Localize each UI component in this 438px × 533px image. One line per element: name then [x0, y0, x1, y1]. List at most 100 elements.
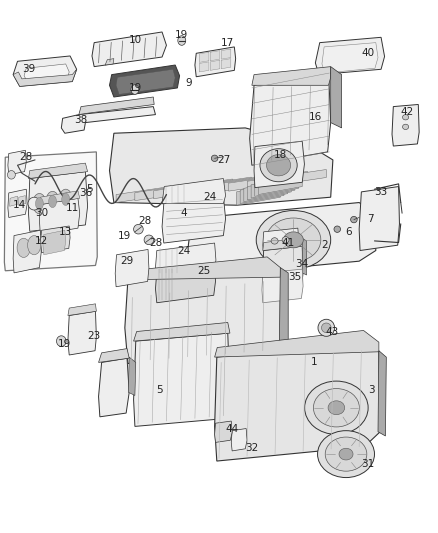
Text: 1: 1	[311, 358, 318, 367]
Polygon shape	[116, 183, 195, 203]
Polygon shape	[331, 67, 342, 128]
Polygon shape	[229, 172, 307, 191]
Polygon shape	[13, 230, 41, 273]
Polygon shape	[191, 175, 270, 195]
Ellipse shape	[178, 36, 186, 45]
Polygon shape	[125, 266, 280, 364]
Text: 43: 43	[325, 327, 339, 336]
Polygon shape	[244, 180, 288, 201]
Ellipse shape	[28, 197, 40, 210]
Polygon shape	[322, 43, 378, 73]
Polygon shape	[68, 304, 96, 316]
Text: 3: 3	[368, 385, 375, 395]
Text: 29: 29	[120, 256, 134, 266]
Text: 6: 6	[345, 227, 352, 237]
Polygon shape	[8, 189, 27, 217]
Polygon shape	[255, 175, 299, 196]
Ellipse shape	[260, 149, 297, 182]
Ellipse shape	[334, 226, 341, 232]
Text: 23: 23	[88, 331, 101, 341]
Polygon shape	[125, 257, 280, 280]
Polygon shape	[92, 32, 166, 67]
Polygon shape	[210, 173, 289, 193]
Text: 19: 19	[58, 339, 71, 349]
Polygon shape	[134, 322, 230, 341]
Polygon shape	[392, 104, 419, 146]
Ellipse shape	[339, 448, 353, 460]
Text: 44: 44	[226, 424, 239, 434]
Text: 25: 25	[197, 266, 210, 276]
Text: 38: 38	[74, 115, 88, 125]
Polygon shape	[279, 268, 288, 346]
Polygon shape	[210, 51, 220, 61]
Ellipse shape	[28, 236, 41, 255]
Polygon shape	[262, 269, 303, 303]
Ellipse shape	[284, 232, 304, 248]
Polygon shape	[252, 67, 331, 85]
Ellipse shape	[321, 323, 331, 333]
Polygon shape	[68, 311, 96, 355]
Text: 16: 16	[309, 112, 322, 122]
Polygon shape	[231, 429, 247, 451]
Polygon shape	[4, 152, 97, 271]
Polygon shape	[221, 59, 231, 69]
Polygon shape	[105, 59, 114, 65]
Text: 40: 40	[361, 49, 374, 58]
Ellipse shape	[33, 193, 46, 214]
Text: 42: 42	[401, 107, 414, 117]
Polygon shape	[254, 141, 304, 188]
Text: 27: 27	[217, 155, 230, 165]
Ellipse shape	[403, 124, 409, 130]
Polygon shape	[79, 97, 154, 115]
Polygon shape	[134, 333, 230, 426]
Polygon shape	[195, 47, 236, 77]
Polygon shape	[210, 60, 220, 70]
Polygon shape	[28, 163, 88, 179]
Text: 18: 18	[274, 150, 287, 159]
Text: 4: 4	[180, 208, 187, 218]
Polygon shape	[378, 351, 386, 436]
Polygon shape	[263, 228, 299, 255]
Ellipse shape	[35, 197, 43, 209]
Ellipse shape	[325, 437, 367, 471]
Polygon shape	[24, 64, 69, 83]
Polygon shape	[359, 187, 399, 251]
Polygon shape	[18, 196, 26, 205]
Text: 19: 19	[129, 83, 142, 93]
Ellipse shape	[131, 85, 139, 94]
Text: 33: 33	[374, 187, 388, 197]
Polygon shape	[39, 191, 80, 205]
Polygon shape	[61, 107, 155, 133]
Ellipse shape	[266, 155, 291, 176]
Polygon shape	[39, 198, 80, 235]
Ellipse shape	[328, 401, 345, 415]
Polygon shape	[10, 196, 18, 206]
Text: 32: 32	[245, 443, 258, 453]
Text: 11: 11	[66, 203, 79, 213]
Ellipse shape	[305, 381, 368, 434]
Text: 39: 39	[22, 64, 35, 74]
Text: 5: 5	[86, 184, 93, 194]
Polygon shape	[250, 69, 331, 165]
Text: 10: 10	[129, 35, 142, 45]
Ellipse shape	[256, 211, 331, 269]
Polygon shape	[258, 173, 302, 195]
Ellipse shape	[62, 193, 70, 205]
Polygon shape	[221, 49, 231, 59]
Polygon shape	[110, 128, 333, 205]
Polygon shape	[247, 169, 326, 189]
Ellipse shape	[266, 218, 321, 262]
Polygon shape	[13, 56, 77, 86]
Polygon shape	[162, 196, 226, 243]
Text: 17: 17	[221, 38, 234, 47]
Polygon shape	[110, 65, 180, 97]
Polygon shape	[215, 341, 380, 461]
Polygon shape	[247, 179, 291, 200]
Ellipse shape	[314, 389, 359, 427]
Polygon shape	[263, 238, 303, 251]
Text: 12: 12	[35, 236, 48, 246]
Ellipse shape	[318, 431, 374, 478]
Polygon shape	[13, 69, 77, 86]
Polygon shape	[251, 177, 295, 198]
Text: 9: 9	[185, 78, 192, 87]
